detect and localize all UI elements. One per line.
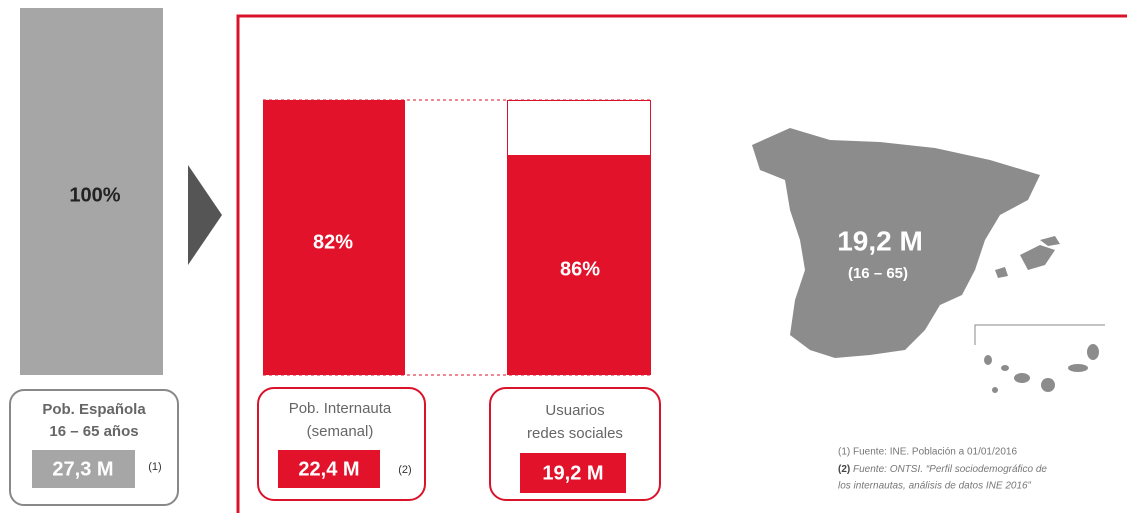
total-box: [520, 453, 626, 493]
total-box: [278, 450, 380, 488]
label: 16 – 65 años: [49, 423, 138, 440]
red-bar: [263, 100, 405, 375]
map-range: (16 – 65): [848, 265, 908, 282]
map-value: 19,2 M: [837, 225, 923, 256]
label: redes sociales: [527, 425, 623, 442]
arrow: [188, 165, 222, 265]
total-box: [32, 450, 135, 488]
total: 19,2 M: [542, 462, 603, 484]
map-island: [1020, 245, 1055, 270]
source: (1) Fuente: INE. Población a 01/01/2016: [838, 447, 1017, 458]
percent: 82%: [313, 231, 353, 253]
canarias: [984, 344, 1099, 393]
red-bar: [507, 155, 651, 375]
label: Pob. Española: [42, 401, 146, 418]
source: los internautas, análisis de datos INE 2…: [838, 481, 1032, 492]
frame: [236, 14, 1127, 513]
note: (1): [148, 461, 161, 473]
percent: 86%: [560, 258, 600, 280]
note: (2): [398, 464, 411, 476]
canarias-box: [974, 324, 1105, 345]
total: 27,3 M: [52, 458, 113, 480]
label: Usuarios: [545, 402, 604, 419]
map-island: [1040, 236, 1060, 246]
source-text: Fuente: ONTSI. “Perfil sociodemográfico …: [850, 464, 1047, 475]
source: (2) Fuente: ONTSI. “Perfil sociodemográf…: [838, 464, 1047, 475]
label: (semanal): [307, 423, 374, 440]
source-mark: (2): [838, 464, 850, 475]
label: Pob. Internauta: [289, 400, 392, 417]
map-island: [995, 267, 1008, 278]
percent: 100%: [69, 184, 120, 206]
map-spain: [752, 128, 1040, 358]
total: 22,4 M: [298, 458, 359, 480]
gray-bar: [20, 8, 163, 375]
